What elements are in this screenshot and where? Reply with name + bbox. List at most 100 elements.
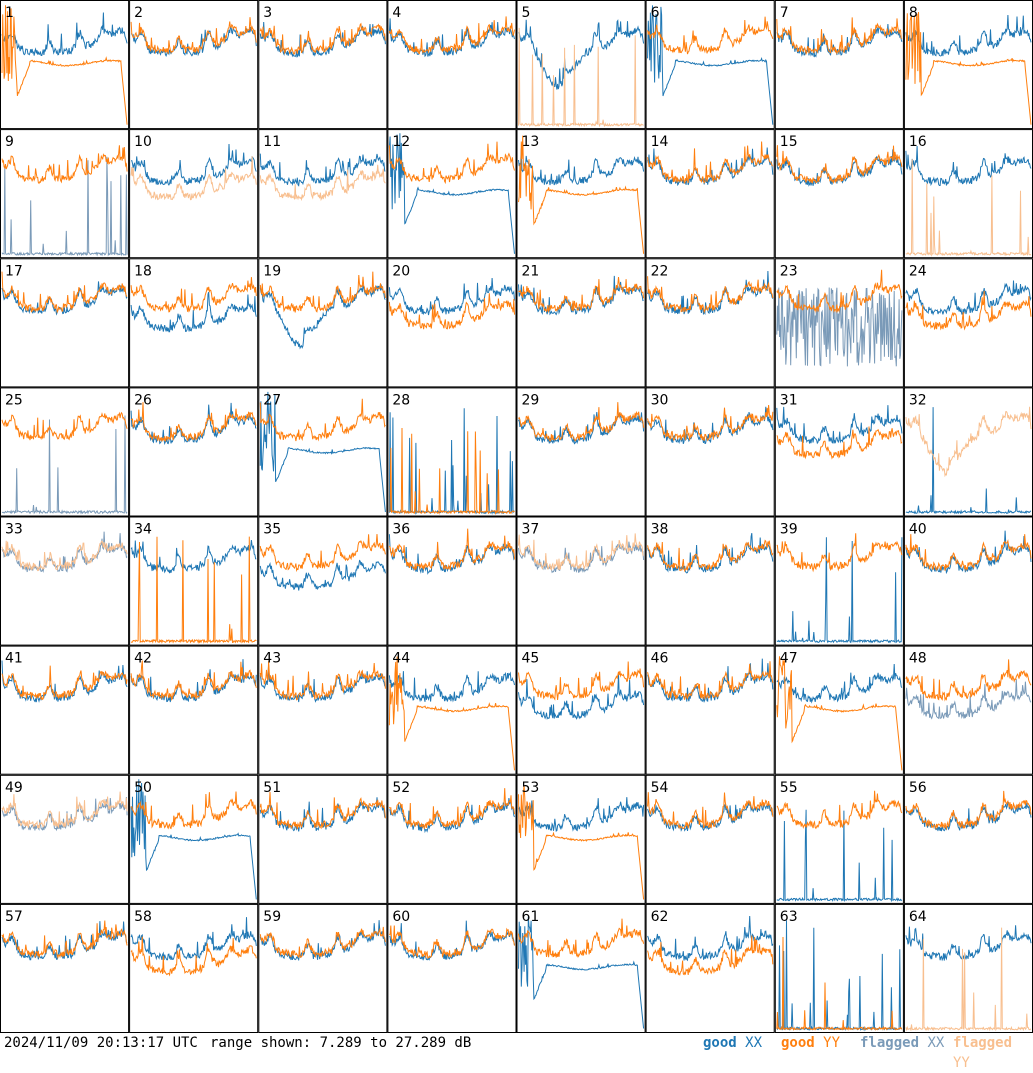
spectrum-panel: 44: [387, 645, 517, 775]
xx-spectrum-line: [905, 145, 1032, 187]
panel-frame: [0, 516, 130, 646]
panel-number: 4: [392, 5, 401, 21]
yy-spectrum-line: [259, 926, 386, 959]
spectrum-panel: 40: [903, 516, 1033, 646]
xx-spectrum-line: [130, 659, 257, 703]
xx-spectrum-line: [1, 531, 128, 573]
yy-spectrum-line: [130, 156, 257, 201]
yy-spectrum-line: [905, 290, 1032, 331]
panel-frame: [774, 129, 904, 259]
xx-spectrum-line: [647, 533, 774, 574]
spectrum-panel: 1: [0, 0, 130, 130]
xx-spectrum-line: [776, 809, 903, 903]
panel-frame: [516, 258, 646, 388]
xx-spectrum-line: [130, 143, 257, 186]
panel-frame: [129, 516, 259, 646]
spectrum-panel: 2: [129, 0, 259, 130]
panel-frame: [0, 258, 130, 388]
yy-spectrum-line: [1, 411, 128, 441]
spectrum-panel: 42: [129, 645, 259, 775]
xx-spectrum-line: [518, 916, 645, 1029]
yy-spectrum-line: [130, 277, 257, 313]
spectrum-panel: 45: [516, 645, 646, 775]
yy-spectrum-line: [388, 141, 515, 185]
panel-frame: [645, 0, 775, 130]
xx-spectrum-line: [130, 779, 257, 900]
panel-frame: [903, 903, 1033, 1033]
panel-frame: [129, 0, 259, 130]
panel-number: 51: [263, 780, 281, 796]
panel-frame: [516, 387, 646, 517]
xx-spectrum-line: [518, 19, 645, 90]
xx-spectrum-line: [388, 671, 515, 703]
yy-spectrum-line: [647, 539, 774, 573]
spectrum-panel: 31: [774, 387, 904, 517]
panel-number: 38: [651, 522, 669, 538]
panel-frame: [258, 645, 388, 775]
panel-frame: [0, 387, 130, 517]
xx-spectrum-line: [518, 797, 645, 832]
yy-spectrum-line: [389, 427, 515, 516]
spectrum-panel: 61: [516, 903, 646, 1033]
xx-spectrum-line: [130, 539, 257, 574]
panel-number: 26: [134, 392, 152, 408]
panel-frame: [258, 903, 388, 1033]
spectrum-panel: 29: [516, 387, 646, 517]
yy-spectrum-line: [905, 11, 1032, 125]
yy-spectrum-line: [130, 791, 257, 830]
yy-spectrum-line: [905, 406, 1032, 478]
panel-frame: [387, 903, 517, 1033]
xx-spectrum-line: [130, 291, 257, 333]
panel-frame: [516, 516, 646, 646]
spectrum-panel: 26: [129, 387, 259, 517]
panel-number: 35: [263, 522, 281, 538]
yy-spectrum-line: [647, 16, 774, 55]
panel-frame: [903, 0, 1033, 130]
yy-spectrum-line: [518, 533, 644, 571]
panel-number: 11: [263, 134, 281, 150]
yy-spectrum-line: [905, 790, 1032, 831]
panel-number: 12: [392, 134, 410, 150]
panel-frame: [645, 645, 775, 775]
panel-frame: [516, 0, 646, 130]
panel-number: 44: [392, 651, 410, 667]
spectrum-panel: 47: [774, 645, 904, 775]
panel-number: 50: [134, 780, 152, 796]
spectrum-panel: 35: [258, 516, 388, 646]
panel-number: 48: [909, 651, 927, 667]
yy-spectrum-line: [518, 918, 645, 958]
panel-number: 6: [651, 5, 660, 21]
spectrum-panel: 9: [0, 129, 130, 259]
yy-spectrum-line: [776, 17, 903, 56]
panel-number: 7: [780, 5, 789, 21]
yy-spectrum-line: [647, 792, 774, 830]
panel-frame: [258, 774, 388, 904]
panel-number: 29: [522, 392, 540, 408]
spectrum-panel: 58: [129, 903, 259, 1033]
yy-spectrum-line: [130, 536, 257, 644]
panel-number: 2: [134, 5, 143, 21]
spectrum-panel: 63: [774, 903, 904, 1033]
spectrum-panel: 51: [258, 774, 388, 904]
panel-frame: [0, 129, 130, 259]
yy-spectrum-line: [130, 660, 257, 702]
spectrum-panel: 8: [903, 0, 1033, 130]
panel-number: 13: [522, 134, 540, 150]
yy-spectrum-line: [905, 159, 1032, 257]
panel-number: 59: [263, 909, 281, 925]
xx-spectrum-line: [259, 391, 386, 513]
panel-frame: [903, 774, 1033, 904]
legend-flagged-xx: flagged XX: [860, 1035, 945, 1051]
yy-spectrum-line: [518, 27, 644, 128]
spectrum-panel: 55: [774, 774, 904, 904]
panel-number: 46: [651, 651, 669, 667]
panel-number: 49: [5, 780, 23, 796]
panel-number: 19: [263, 263, 281, 279]
spectrum-panel: 10: [129, 129, 259, 259]
spectrum-panel: 36: [387, 516, 517, 646]
xx-spectrum-line: [389, 798, 515, 834]
panel-frame: [645, 516, 775, 646]
spectrum-panel: 3: [258, 0, 388, 130]
spectrum-panel: 53: [516, 774, 646, 904]
panel-number: 16: [909, 134, 927, 150]
